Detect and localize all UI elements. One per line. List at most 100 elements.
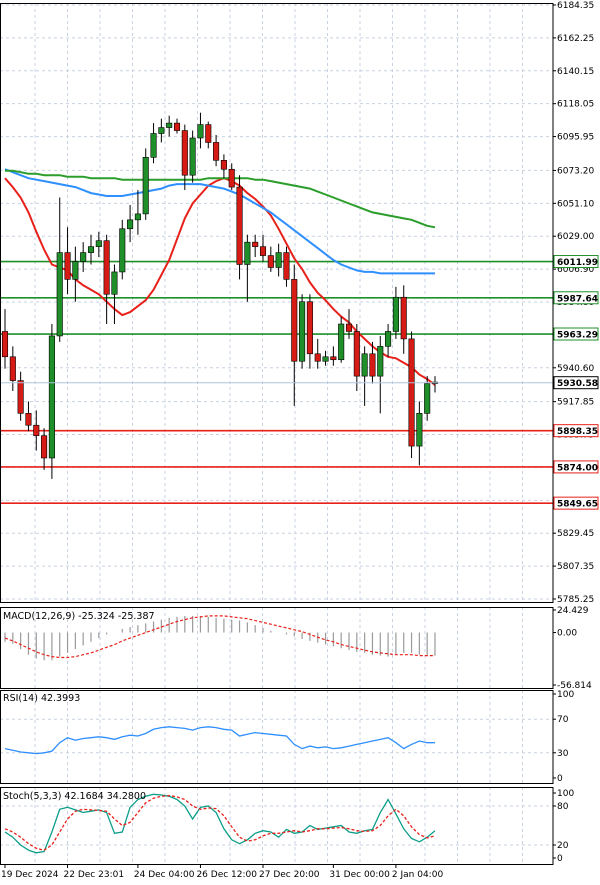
candle <box>267 255 274 268</box>
candle <box>56 252 63 337</box>
y-tick-label: 6140.15 <box>557 67 594 77</box>
candle <box>353 331 360 377</box>
y-tick-label: 6095.95 <box>557 133 594 143</box>
level-tag-label: 5963.29 <box>557 331 598 341</box>
candle <box>377 346 384 377</box>
rsi <box>4 726 435 755</box>
price-tag-label: 5930.58 <box>557 379 598 389</box>
level-tag-label: 5898.35 <box>557 427 598 437</box>
candle <box>314 353 321 362</box>
candle <box>9 356 16 381</box>
candle <box>330 356 337 361</box>
candle <box>41 435 48 459</box>
stoch-grid <box>0 805 553 846</box>
y-tick-label: 24.429 <box>557 606 589 616</box>
y-tick-label: 6073.20 <box>557 166 594 176</box>
stoch-axis: 100 80 20 0 <box>553 789 574 864</box>
rsi-axis: 100 70 30 0 <box>553 690 574 784</box>
panel-frames <box>0 3 554 865</box>
rsi-title: RSI(14) 42.3993 <box>3 693 80 704</box>
level-tag-box <box>553 424 599 438</box>
candle <box>338 323 345 361</box>
price-panel: 6184.35 6162.25 6140.15 6118.05 6095.95 6073.… <box>0 1 599 605</box>
y-tick-label: 100 <box>557 690 574 700</box>
y-tick-label: 0 <box>557 854 563 864</box>
y-tick-label: 5829.45 <box>557 529 594 539</box>
level-tags: 6011.99 5987.64 5963.29 5898.35 5874.00 5849.… <box>553 255 599 510</box>
y-tick-label: 0.00 <box>557 629 577 639</box>
candle <box>181 130 188 176</box>
candle <box>416 413 423 447</box>
y-tick-label: 70 <box>557 715 569 725</box>
candle <box>158 127 165 134</box>
candle <box>166 122 173 128</box>
y-tick-label: 5785.25 <box>557 595 594 605</box>
moving-average-1 <box>4 177 436 386</box>
candle <box>275 252 282 268</box>
current-price-tag: 5930.58 <box>553 376 599 390</box>
candle <box>392 296 399 332</box>
x-tick-label: 24 Dec 04:00 <box>134 870 195 880</box>
candle <box>205 124 212 143</box>
candle <box>252 241 259 247</box>
candle <box>189 137 196 176</box>
level-tag-box <box>553 327 599 341</box>
level-tag-box <box>553 255 599 269</box>
candle <box>48 335 55 459</box>
candle <box>299 301 306 362</box>
candle <box>213 142 220 161</box>
candle <box>119 228 126 273</box>
y-tick-label: 5917.85 <box>557 398 594 408</box>
candle <box>103 240 110 295</box>
level-tag-label: 5874.00 <box>557 463 598 473</box>
candle <box>259 246 267 256</box>
level-tag-label: 6011.99 <box>557 258 598 268</box>
macd-axis: 24.429 0.00 -56.814 <box>553 606 592 691</box>
y-tick-label: 6029.00 <box>557 232 594 242</box>
candle <box>33 424 40 436</box>
level-tag-label: 5987.64 <box>557 294 598 304</box>
moving-average-2 <box>4 168 435 275</box>
candle <box>408 338 415 447</box>
macd-signal <box>4 615 435 659</box>
candle <box>134 213 141 221</box>
candle <box>283 252 290 280</box>
y-tick-label: 100 <box>557 789 574 799</box>
y-tick-label: 5807.35 <box>557 562 594 572</box>
x-tick-label: 19 Dec 2024 <box>1 870 59 880</box>
stochastic-lines <box>4 793 436 854</box>
candle <box>64 252 71 280</box>
y-tick-label: 6051.10 <box>557 199 594 209</box>
candle <box>17 380 24 414</box>
x-tick-label: 27 Dec 20:00 <box>259 870 320 880</box>
panel-frame <box>0 690 554 784</box>
stoch-d-line <box>4 794 436 851</box>
panel-frame <box>0 607 554 689</box>
macd-histogram <box>4 615 436 661</box>
x-tick-label: 2 Jan 04:00 <box>392 870 444 880</box>
support-resistance-lines <box>0 260 553 504</box>
stoch-title: Stoch(5,3,3) 42.1684 34.2800 <box>3 791 146 802</box>
candle <box>220 160 227 170</box>
y-tick-label: 80 <box>557 802 569 812</box>
y-tick-label: 20 <box>557 841 569 851</box>
level-tag-label: 5849.65 <box>557 500 598 510</box>
level-tag-box <box>553 460 599 474</box>
y-tick-label: 30 <box>557 749 569 759</box>
y-tick-label: 0 <box>557 774 563 784</box>
price-tag-box <box>553 376 599 390</box>
y-tick-label: 6118.05 <box>557 100 594 110</box>
candle <box>369 353 376 377</box>
candle <box>345 323 353 332</box>
x-tick-label: 22 Dec 23:01 <box>64 870 125 880</box>
candle <box>87 246 95 253</box>
y-tick-label: 5940.60 <box>557 364 594 374</box>
candle <box>173 122 181 131</box>
candle <box>385 331 392 347</box>
level-tag-box <box>553 291 599 305</box>
macd-signal-line <box>4 615 435 659</box>
candle <box>25 413 32 426</box>
candle <box>306 301 313 355</box>
candle <box>1 331 9 358</box>
